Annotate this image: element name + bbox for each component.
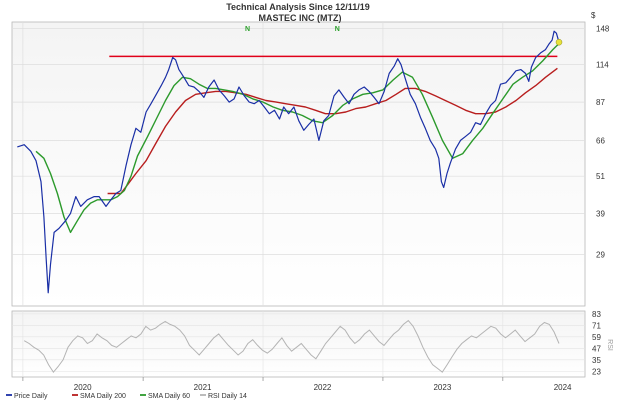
- rsi-panel: [11, 310, 586, 378]
- y-tick-label: 114: [596, 61, 609, 70]
- x-axis-labels: 2020 2021 2022 2023 2024: [74, 383, 572, 392]
- legend-item: SMA Daily 60: [148, 393, 190, 400]
- x-tick-label: 2020: [74, 383, 92, 392]
- y-axis-labels: 148 114 87 66 51 39 29: [596, 24, 610, 259]
- rsi-tick-label: 35: [592, 356, 601, 365]
- price-and-sma-series: [17, 30, 560, 294]
- y-tick-label: 87: [596, 98, 605, 107]
- grid: [12, 22, 585, 381]
- rsi-tick-label: 83: [592, 310, 601, 319]
- rsi-series: [23, 319, 560, 374]
- legend: Price Daily SMA Daily 200 SMA Daily 60 RSI …: [6, 393, 247, 400]
- sma-daily-200-line: [107, 67, 558, 195]
- rsi-tick-label: 23: [592, 367, 601, 376]
- rsi-tick-label: 59: [592, 333, 601, 342]
- y-tick-label: 39: [596, 209, 605, 218]
- x-tick-label: 2023: [433, 383, 451, 392]
- legend-item: Price Daily: [14, 393, 48, 400]
- x-tick-label: 2021: [194, 383, 212, 392]
- rsi-axis-tag: RSI: [606, 339, 613, 351]
- n-marker: N: [245, 26, 250, 33]
- rsi-line: [23, 319, 560, 374]
- y-tick-label: 66: [596, 136, 605, 145]
- x-tick-label: 2024: [554, 383, 572, 392]
- last-price-dot: [555, 38, 563, 46]
- y-tick-label: 29: [596, 250, 605, 259]
- y-tick-label: 148: [596, 24, 610, 33]
- y-tick-label: 51: [596, 172, 605, 181]
- rsi-tick-label: 47: [592, 344, 601, 353]
- legend-item: RSI Daily 14: [208, 393, 247, 400]
- chart-subtitle: MASTEC INC (MTZ): [259, 13, 342, 23]
- sma-daily-60-line: [35, 43, 559, 234]
- n-marker: N: [335, 26, 340, 33]
- legend-item: SMA Daily 200: [80, 393, 126, 400]
- price-daily-line: [17, 30, 560, 294]
- price-panel: [11, 21, 586, 307]
- rsi-tick-label: 71: [592, 321, 601, 330]
- currency-label: $: [591, 11, 596, 20]
- rsi-axis-labels: 83 71 59 47 35 23: [592, 310, 601, 376]
- last-price-marker: [555, 38, 563, 46]
- chart-title: Technical Analysis Since 12/11/19: [226, 2, 370, 12]
- x-tick-label: 2022: [314, 383, 332, 392]
